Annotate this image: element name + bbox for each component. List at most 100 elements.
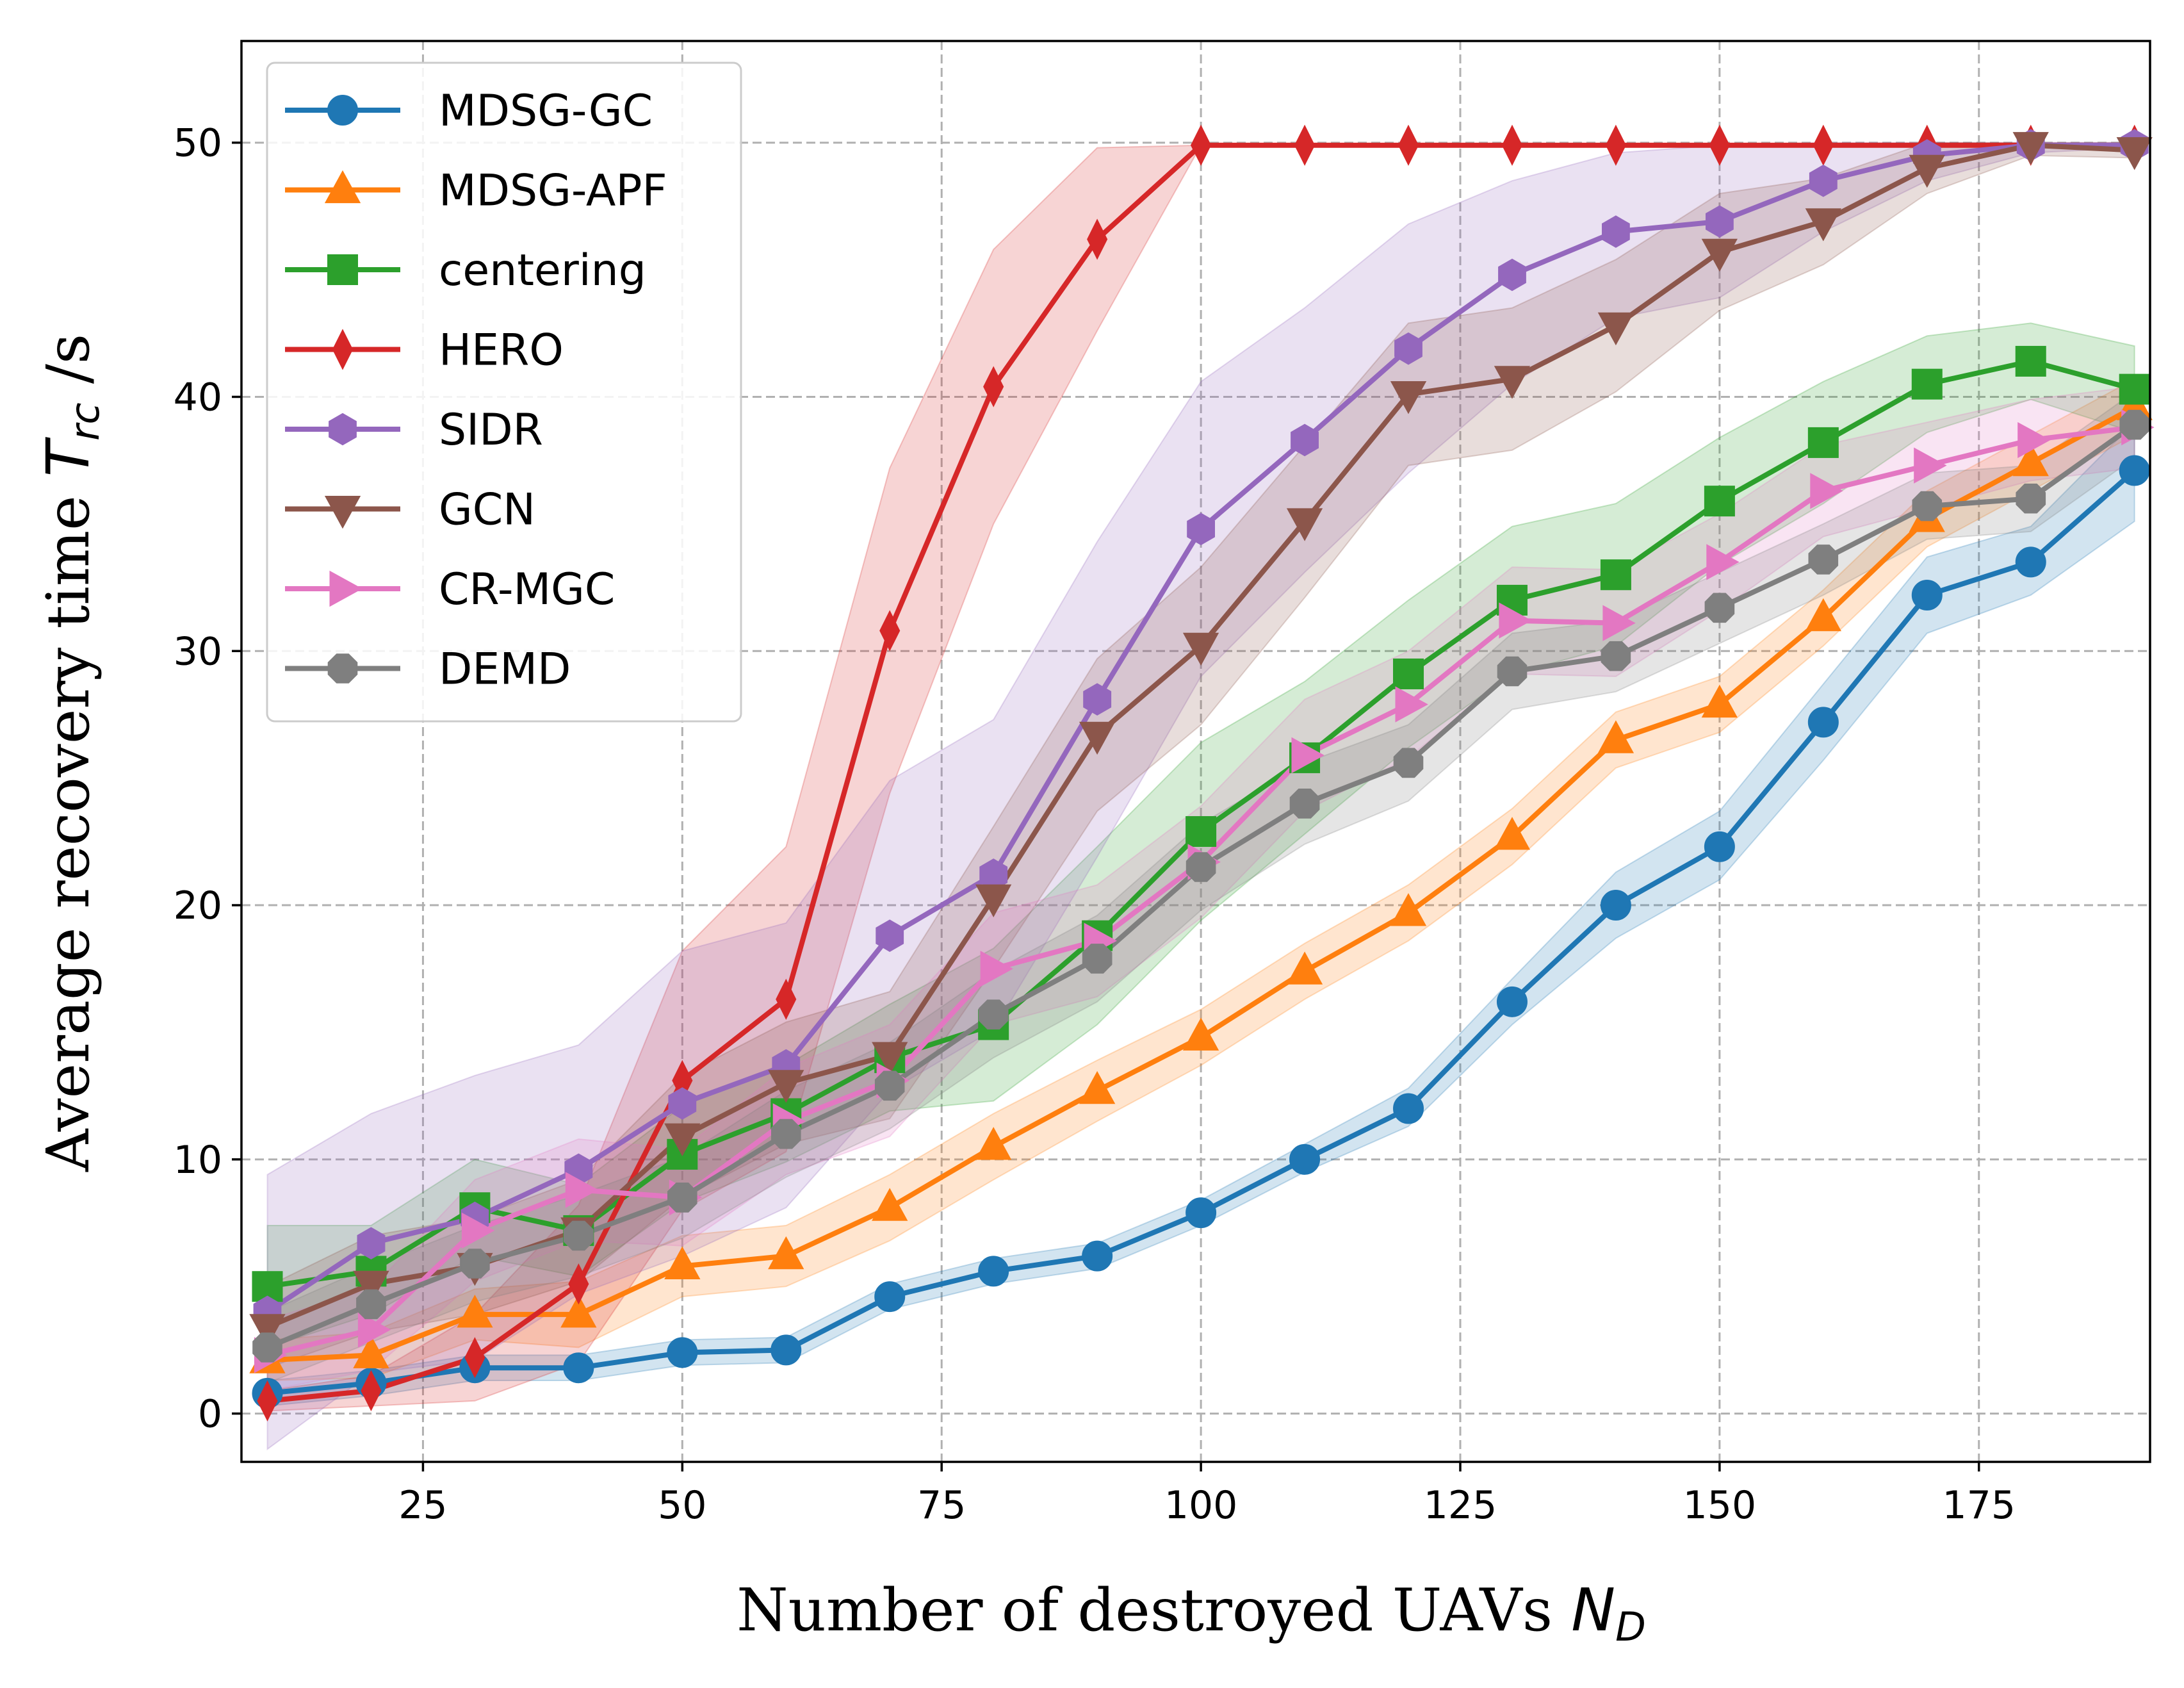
point-gcn-180 xyxy=(2012,132,2049,165)
point-hero-140 xyxy=(1605,124,1627,166)
point-cr-mgc-160 xyxy=(1810,473,1843,509)
point-mdsg-gc-110 xyxy=(1289,1143,1321,1175)
point-hero-100 xyxy=(1190,124,1212,166)
point-demd-170 xyxy=(1912,491,1943,521)
point-mdsg-apf-90 xyxy=(1079,1070,1116,1104)
point-mdsg-apf-140 xyxy=(1597,720,1634,753)
legend-marker-mdsg-apf xyxy=(324,170,361,204)
legend-marker-sidr xyxy=(329,413,357,446)
point-mdsg-gc-120 xyxy=(1393,1093,1424,1124)
y-tick-label-30: 30 xyxy=(174,629,222,674)
legend-label-mdsg-gc: MDSG-GC xyxy=(439,86,653,136)
point-hero-40 xyxy=(568,1263,589,1305)
point-sidr-160 xyxy=(1809,164,1838,197)
x-tick-label-75: 75 xyxy=(917,1483,966,1528)
point-gcn-100 xyxy=(1182,632,1219,666)
point-gcn-60 xyxy=(768,1070,804,1103)
point-mdsg-gc-80 xyxy=(978,1256,1009,1287)
point-mdsg-gc-190 xyxy=(2119,455,2150,486)
legend-label-centering: centering xyxy=(439,245,646,296)
point-mdsg-apf-150 xyxy=(1701,684,1738,718)
point-mdsg-apf-110 xyxy=(1286,951,1323,985)
point-sidr-100 xyxy=(1187,512,1215,546)
point-mdsg-gc-170 xyxy=(1911,579,1943,610)
point-hero-20 xyxy=(361,1370,382,1412)
point-centering-150 xyxy=(1704,486,1735,517)
point-hero-80 xyxy=(983,366,1004,407)
point-hero-110 xyxy=(1294,124,1316,166)
point-cr-mgc-130 xyxy=(1499,602,1532,639)
point-demd-180 xyxy=(2016,483,2046,514)
point-hero-90 xyxy=(1087,218,1108,260)
point-mdsg-gc-130 xyxy=(1496,986,1528,1017)
point-demd-190 xyxy=(2119,409,2149,440)
x-tick-label-50: 50 xyxy=(658,1483,706,1528)
point-sidr-70 xyxy=(876,919,904,952)
point-demd-140 xyxy=(1601,641,1631,671)
y-tick-label-20: 20 xyxy=(174,883,222,928)
point-hero-10 xyxy=(257,1380,278,1422)
point-sidr-90 xyxy=(1083,683,1112,716)
point-cr-mgc-170 xyxy=(1914,447,1947,484)
point-gcn-140 xyxy=(1597,312,1634,346)
point-centering-170 xyxy=(1911,368,1943,400)
point-cr-mgc-140 xyxy=(1602,605,1636,641)
point-demd-70 xyxy=(874,1070,905,1101)
point-demd-130 xyxy=(1497,656,1528,687)
point-centering-100 xyxy=(1186,815,1217,847)
point-cr-mgc-150 xyxy=(1706,544,1740,580)
point-cr-mgc-20 xyxy=(357,1311,391,1348)
point-demd-50 xyxy=(667,1183,697,1213)
point-mdsg-gc-40 xyxy=(563,1352,594,1384)
legend-label-mdsg-apf: MDSG-APF xyxy=(439,166,667,217)
point-cr-mgc-180 xyxy=(2017,422,2051,459)
point-gcn-170 xyxy=(1909,154,1945,188)
x-tick-label-125: 125 xyxy=(1424,1483,1497,1528)
point-mdsg-gc-140 xyxy=(1600,890,1631,921)
point-hero-150 xyxy=(1709,124,1730,166)
point-demd-60 xyxy=(771,1119,801,1149)
y-tick-label-0: 0 xyxy=(198,1392,222,1437)
legend-label-demd: DEMD xyxy=(439,644,571,695)
x-tick-label-100: 100 xyxy=(1164,1483,1238,1528)
point-demd-10 xyxy=(252,1332,282,1363)
point-centering-180 xyxy=(2015,345,2046,377)
point-hero-60 xyxy=(776,978,797,1020)
point-gcn-150 xyxy=(1701,238,1738,272)
x-tick-label-150: 150 xyxy=(1683,1483,1757,1528)
legend-marker-cr-mgc xyxy=(329,570,363,607)
point-sidr-130 xyxy=(1498,258,1526,291)
point-demd-150 xyxy=(1704,593,1735,623)
legend-marker-gcn xyxy=(324,496,361,529)
point-cr-mgc-80 xyxy=(980,951,1013,987)
point-mdsg-apf-120 xyxy=(1390,893,1427,926)
point-centering-140 xyxy=(1600,559,1631,591)
point-cr-mgc-120 xyxy=(1395,686,1428,723)
point-centering-160 xyxy=(1807,427,1839,458)
point-gcn-160 xyxy=(1805,208,1841,242)
y-tick-label-40: 40 xyxy=(174,375,222,420)
legend-marker-mdsg-gc xyxy=(327,95,358,126)
legend-marker-centering xyxy=(327,254,358,285)
x-axis-title: Number of destroyed UAVs ND xyxy=(737,1576,1646,1650)
point-gcn-50 xyxy=(664,1123,701,1156)
y-tick-label-10: 10 xyxy=(174,1138,222,1183)
point-demd-30 xyxy=(460,1249,490,1279)
point-gcn-10 xyxy=(249,1314,286,1347)
point-mdsg-apf-180 xyxy=(2012,443,2049,477)
plot-frame xyxy=(240,40,2151,1463)
point-cr-mgc-30 xyxy=(461,1212,495,1249)
point-hero-30 xyxy=(464,1337,485,1379)
point-mdsg-gc-90 xyxy=(1082,1240,1113,1272)
point-cr-mgc-40 xyxy=(565,1172,599,1208)
point-mdsg-apf-50 xyxy=(664,1246,701,1279)
point-sidr-140 xyxy=(1602,215,1630,248)
point-gcn-130 xyxy=(1494,366,1531,399)
point-cr-mgc-110 xyxy=(1291,737,1324,774)
point-mdsg-gc-160 xyxy=(1807,707,1839,738)
legend-marker-demd xyxy=(327,653,358,684)
point-hero-70 xyxy=(879,610,900,651)
point-mdsg-apf-130 xyxy=(1494,817,1531,850)
legend-label-gcn: GCN xyxy=(439,485,535,536)
